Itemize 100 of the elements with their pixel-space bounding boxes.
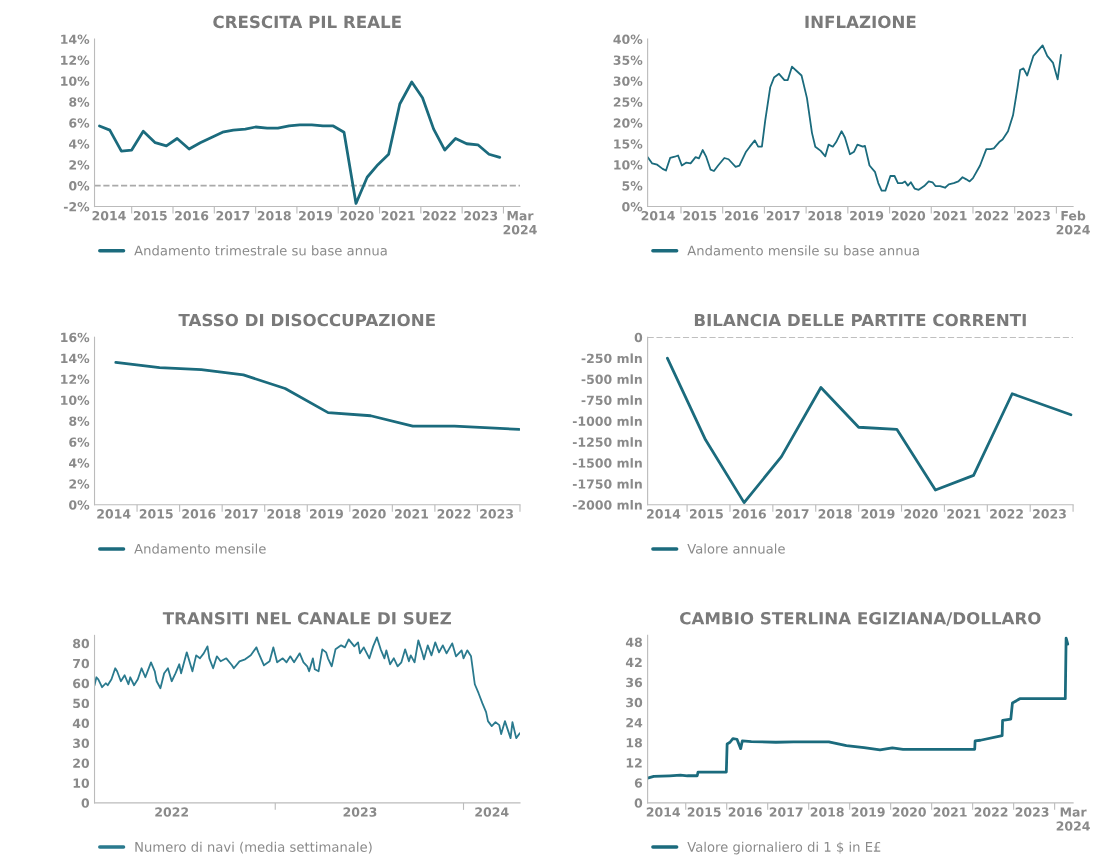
- x-tick-label: 2019: [851, 807, 885, 817]
- chart-title: TRANSITI NEL CANALE DI SUEZ: [162, 611, 452, 625]
- y-tick-label: 0%: [622, 202, 643, 212]
- x-tick-label: 2018: [267, 509, 301, 519]
- y-tick-label: 80: [73, 638, 90, 649]
- y-tick-label: 70: [73, 658, 90, 669]
- x-tick-label: 2017: [766, 210, 800, 221]
- x-tick-label: 2014: [92, 210, 126, 221]
- x-tick-label: 2015: [139, 509, 173, 519]
- legend-label: Valore giornaliero di 1 $ in E£: [687, 841, 881, 855]
- x-tick-label: 2020: [352, 509, 386, 519]
- legend-label: Valore annuale: [687, 543, 785, 554]
- x-tick-label: 2024: [475, 807, 509, 817]
- x-tick-label: 2014: [647, 509, 681, 519]
- y-tick-label: 0%: [69, 500, 90, 510]
- y-tick-label: 6: [634, 778, 643, 788]
- x-tick-label: 2015: [689, 509, 723, 519]
- y-tick-label: 10%: [61, 76, 90, 86]
- x-tick-label: 2018: [810, 807, 844, 817]
- legend-label: Andamento mensile su base annua: [687, 245, 919, 256]
- x-tick-label: 2022: [437, 509, 471, 519]
- y-tick-label: 30: [73, 738, 90, 748]
- chart-title: CRESCITA PIL REALE: [213, 15, 401, 29]
- y-tick-label: 30%: [613, 76, 643, 86]
- x-tick-label: 2020: [891, 210, 926, 221]
- x-tick-label: 2017: [216, 210, 250, 221]
- y-tick-label: 14%: [61, 353, 90, 364]
- x-tick-label: 2022: [155, 807, 189, 817]
- x-tick-label: 2017: [224, 509, 258, 519]
- x-tick-label: 2020: [892, 807, 926, 817]
- y-tick-label: 10%: [61, 395, 90, 405]
- x-tick-label: 2021: [933, 210, 967, 221]
- x-tick-label: 2018: [257, 210, 291, 221]
- x-tick-label: 2023: [1015, 807, 1049, 817]
- chart-title: BILANCIA DELLE PARTITE CORRENTI: [694, 313, 1026, 327]
- x-tick-label: 2019: [861, 509, 895, 519]
- x-tick-label: 2017: [775, 509, 809, 519]
- chart-title: INFLAZIONE: [805, 15, 916, 29]
- y-tick-label: 0: [634, 332, 643, 343]
- y-tick-label: 8%: [69, 97, 90, 107]
- x-tick-label: 2019: [309, 509, 343, 519]
- y-tick-label: 24: [626, 717, 643, 728]
- y-tick-label: 10: [73, 778, 90, 788]
- y-tick-label: 8%: [69, 416, 90, 426]
- x-tick-label: 2021: [381, 210, 415, 221]
- y-tick-label: 40%: [613, 34, 643, 44]
- y-tick-label: 14%: [61, 34, 90, 44]
- y-tick-label: 20: [73, 758, 90, 768]
- y-tick-label: -250 mln: [581, 353, 642, 364]
- y-tick-label: 12%: [61, 55, 90, 65]
- y-tick-label: 5%: [622, 181, 643, 191]
- y-tick-label: 10%: [614, 160, 643, 170]
- x-tick-label: Mar 2024: [1056, 807, 1090, 831]
- x-tick-label: 2021: [947, 509, 981, 519]
- y-tick-label: 6%: [69, 118, 90, 128]
- x-tick-label: 2018: [808, 210, 842, 221]
- y-tick-label: -500 mln: [581, 374, 642, 385]
- x-tick-label: 2019: [850, 210, 884, 221]
- legend-label: Numero di navi (media settimanale): [135, 841, 372, 854]
- x-tick-label: 2020: [340, 210, 374, 221]
- y-tick-label: 12: [626, 758, 642, 768]
- y-tick-label: -1500 mln: [572, 458, 642, 468]
- y-tick-label: -2%: [63, 202, 90, 212]
- y-tick-label: 4%: [69, 458, 90, 468]
- y-tick-label: 12%: [61, 374, 90, 385]
- y-tick-label: 16%: [61, 332, 90, 343]
- y-tick-label: -1000 mln: [572, 416, 642, 426]
- y-tick-label: 48: [625, 637, 642, 648]
- x-tick-label: 2016: [732, 509, 766, 519]
- x-tick-label: Feb 2024: [1056, 210, 1090, 235]
- y-tick-label: -1250 mln: [572, 437, 642, 447]
- y-tick-label: 0: [634, 798, 643, 808]
- y-tick-label: 2%: [69, 160, 90, 170]
- y-tick-label: -2000 mln: [572, 499, 642, 510]
- y-tick-label: 35%: [613, 55, 643, 65]
- x-tick-label: 2018: [818, 509, 852, 519]
- x-tick-label: 2016: [725, 210, 759, 221]
- y-tick-label: 0: [81, 798, 90, 808]
- y-tick-label: 50: [73, 698, 90, 709]
- x-tick-label: 2020: [904, 509, 938, 519]
- y-tick-label: -1750 mln: [572, 479, 642, 489]
- x-tick-label: 2023: [343, 807, 377, 817]
- y-tick-label: 6%: [69, 437, 90, 447]
- x-tick-label: 2016: [728, 807, 762, 817]
- legend-label: Andamento mensile: [134, 543, 266, 554]
- chart-title: CAMBIO STERLINA EGIZIANA/DOLLARO: [680, 611, 1041, 626]
- x-tick-label: 2023: [480, 509, 513, 519]
- x-tick-label: 2015: [687, 807, 721, 817]
- x-tick-label: 2016: [182, 509, 216, 519]
- x-tick-label: 2021: [395, 509, 429, 519]
- x-tick-label: 2023: [1033, 509, 1066, 519]
- x-tick-label: 2022: [423, 210, 456, 221]
- y-tick-label: 30: [626, 697, 643, 708]
- chart-title: TASSO DI DISOCCUPAZIONE: [178, 313, 435, 327]
- x-tick-label: 2022: [974, 807, 1008, 817]
- x-tick-label: 2022: [975, 210, 1009, 221]
- x-tick-label: 2014: [641, 210, 675, 221]
- x-tick-label: 2022: [990, 509, 1023, 519]
- x-tick-label: 2023: [1017, 210, 1050, 221]
- y-tick-label: 36: [626, 677, 643, 688]
